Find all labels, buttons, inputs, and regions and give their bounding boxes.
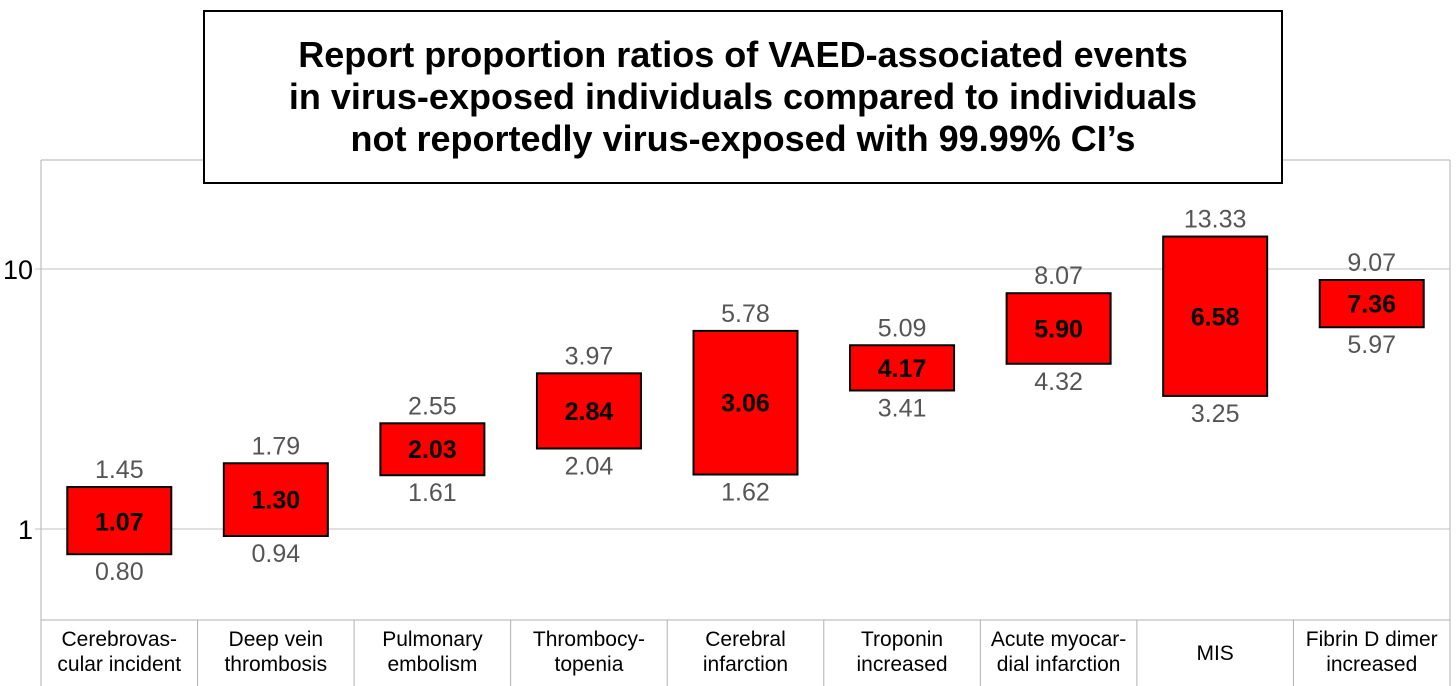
- x-tick-label: increased: [857, 653, 948, 676]
- point-estimate-label: 1.07: [95, 508, 144, 536]
- ci-lower-label: 2.04: [565, 452, 614, 480]
- y-tick-label: 10: [3, 255, 33, 285]
- ci-bar: [379, 422, 486, 477]
- x-tick-label: cular incident: [57, 653, 181, 676]
- x-tick-label: Thrombocy-: [533, 628, 645, 651]
- x-tick-label: embolism: [387, 653, 477, 676]
- ci-bar: [1318, 279, 1425, 329]
- point-estimate-label: 6.58: [1191, 303, 1240, 331]
- ci-bar: [66, 486, 173, 556]
- ci-upper-label: 9.07: [1347, 249, 1396, 277]
- ci-bar: [849, 344, 956, 392]
- x-tick-label: topenia: [554, 653, 623, 676]
- x-tick-label: thrombosis: [224, 653, 327, 676]
- x-tick-label: MIS: [1196, 642, 1233, 665]
- ci-lower-label: 0.80: [95, 558, 144, 586]
- point-estimate-label: 2.03: [408, 436, 457, 464]
- ci-upper-label: 5.09: [878, 314, 927, 342]
- ci-upper-label: 1.45: [95, 456, 144, 484]
- ci-lower-label: 5.97: [1347, 331, 1396, 359]
- ci-bar: [1162, 235, 1269, 397]
- ci-bar: [222, 462, 329, 537]
- ci-bar: [692, 329, 799, 476]
- y-tick-label: 1: [18, 515, 33, 545]
- ci-lower-label: 4.32: [1034, 368, 1083, 396]
- ci-lower-label: 0.94: [251, 540, 300, 568]
- ci-bar: [535, 372, 642, 450]
- x-tick-label: Fibrin D dimer: [1306, 628, 1438, 651]
- ci-lower-label: 1.61: [408, 479, 457, 507]
- ci-upper-label: 1.79: [251, 432, 300, 460]
- ci-bar: [1005, 292, 1112, 365]
- x-tick-label: increased: [1326, 653, 1417, 676]
- point-estimate-label: 2.84: [565, 398, 614, 426]
- point-estimate-label: 4.17: [878, 355, 927, 383]
- x-tick-label: Deep vein: [229, 628, 324, 651]
- point-estimate-label: 3.06: [721, 390, 770, 418]
- ci-lower-label: 3.25: [1191, 400, 1240, 428]
- ci-upper-label: 3.97: [565, 342, 614, 370]
- chart-title: Report proportion ratios of VAED-associa…: [288, 34, 1198, 159]
- x-tick-label: Cerebrovas-: [62, 628, 178, 651]
- ci-upper-label: 8.07: [1034, 262, 1083, 290]
- ci-lower-label: 1.62: [721, 479, 770, 507]
- x-tick-label: infarction: [703, 653, 788, 676]
- x-tick-label: Cerebral: [705, 628, 786, 651]
- x-tick-label: dial infarction: [997, 653, 1121, 676]
- chart-title-box: Report proportion ratios of VAED-associa…: [203, 10, 1283, 184]
- x-tick-label: Acute myocar-: [991, 628, 1126, 651]
- point-estimate-label: 5.90: [1034, 316, 1083, 344]
- x-tick-label: Troponin: [861, 628, 943, 651]
- point-estimate-label: 7.36: [1347, 291, 1396, 319]
- ci-upper-label: 2.55: [408, 392, 457, 420]
- ci-upper-label: 13.33: [1184, 206, 1247, 234]
- ci-lower-label: 3.41: [878, 394, 927, 422]
- point-estimate-label: 1.30: [251, 486, 300, 514]
- ci-upper-label: 5.78: [721, 300, 770, 328]
- x-tick-label: Pulmonary: [382, 628, 483, 651]
